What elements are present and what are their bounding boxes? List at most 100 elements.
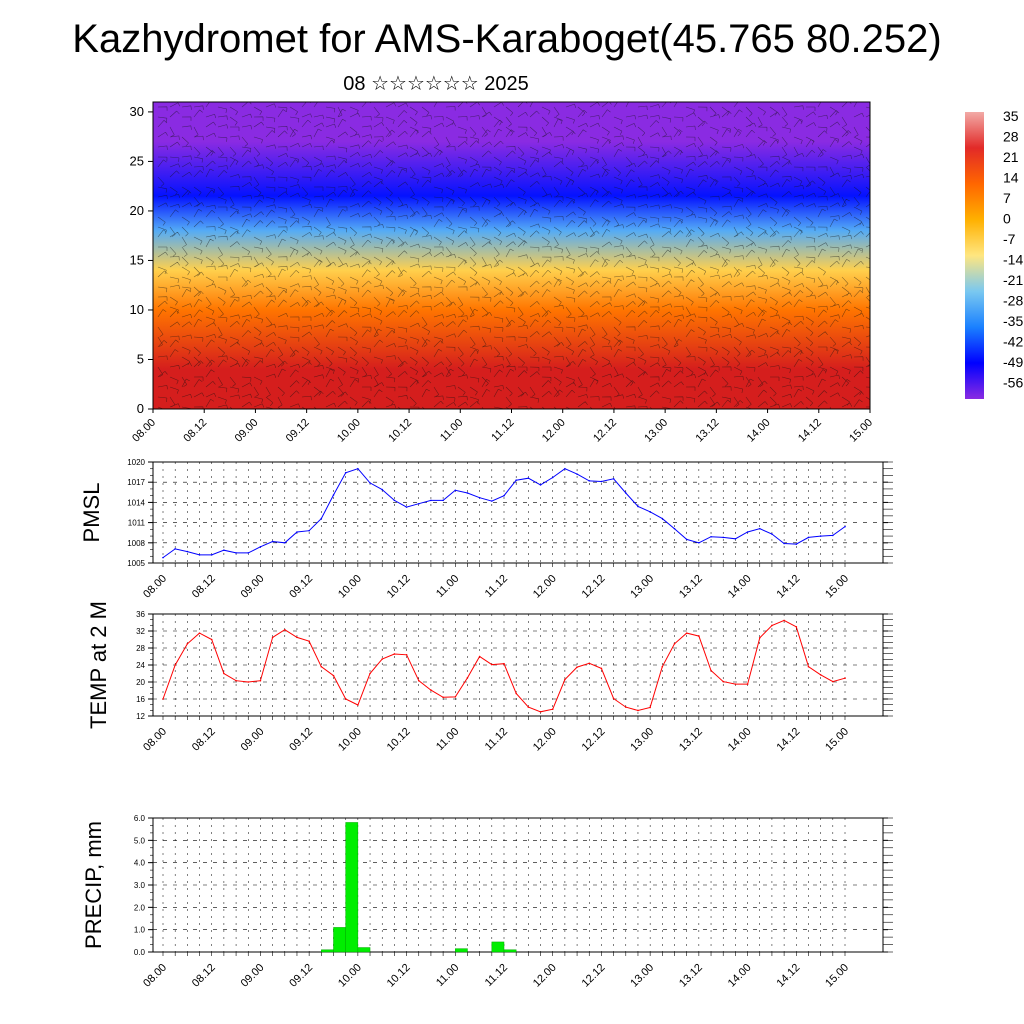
y-tick-label: 12 [136, 712, 145, 721]
x-tick-label: 15.00 [823, 962, 851, 990]
x-tick-label: 10.00 [335, 417, 363, 445]
data-point [223, 549, 225, 552]
x-tick-label: 11.00 [434, 726, 461, 753]
y-tick-label: 32 [136, 627, 145, 636]
data-point [283, 628, 286, 631]
x-tick-label: 14.00 [726, 962, 754, 990]
y-tick-label: 5 [137, 351, 144, 366]
y-tick-label: 1020 [127, 458, 145, 467]
x-tick-label: 09.12 [287, 726, 315, 754]
x-tick-label: 09.12 [287, 962, 315, 990]
data-point [442, 696, 444, 699]
data-point [734, 537, 737, 540]
data-point [210, 554, 213, 556]
data-point [649, 511, 651, 513]
x-tick-label: 11.00 [434, 962, 461, 989]
heatmap-fill [153, 102, 870, 409]
data-point [369, 482, 371, 484]
y-tick-label: 24 [136, 661, 145, 670]
colorbar-label: -7 [1003, 231, 1016, 247]
data-point [308, 529, 310, 532]
data-point [539, 484, 542, 486]
data-point [527, 706, 530, 708]
data-point [588, 480, 591, 482]
data-point [698, 542, 700, 544]
x-tick-label: 12.12 [580, 573, 608, 601]
data-point [600, 480, 603, 483]
data-point [819, 673, 822, 676]
x-tick-label: 08.12 [190, 962, 218, 990]
data-point [357, 704, 359, 706]
data-point [198, 632, 201, 634]
x-tick-label: 12.12 [591, 417, 619, 445]
data-point [247, 681, 250, 683]
data-point [162, 556, 164, 559]
data-point [795, 625, 798, 628]
precip-bar [455, 948, 468, 953]
y-tick-label: 28 [136, 644, 145, 653]
data-point [771, 624, 773, 627]
x-tick-label: 12.00 [540, 417, 568, 445]
data-point [637, 505, 639, 508]
data-point [758, 527, 761, 530]
data-point [734, 683, 737, 685]
colorbar-label: -56 [1003, 375, 1023, 391]
data-point [746, 683, 749, 685]
data-point [405, 506, 408, 508]
x-tick-label: 09.00 [239, 726, 267, 754]
wind-barbs [157, 102, 870, 409]
colorbar-label: 28 [1003, 129, 1019, 145]
data-point [698, 635, 700, 637]
data-point [308, 640, 310, 642]
precip-bar [345, 822, 359, 953]
data-point [503, 662, 505, 665]
y-tick-label: 5.0 [134, 836, 146, 845]
data-point [381, 658, 384, 660]
data-point [223, 672, 225, 675]
y-tick-label: 2.0 [134, 903, 146, 912]
x-tick-label: 10.00 [336, 573, 364, 601]
y-tick-label: 20 [136, 678, 145, 687]
data-point [259, 546, 262, 548]
y-tick-label: 0 [137, 401, 144, 416]
x-tick-label: 14.12 [774, 962, 802, 990]
x-tick-label: 09.00 [239, 962, 267, 990]
data-point [210, 638, 213, 641]
data-point [624, 706, 627, 708]
panel-frame [152, 461, 884, 564]
colorbar-label: -35 [1003, 313, 1023, 329]
data-point [478, 655, 481, 658]
x-tick-label: 12.00 [531, 726, 559, 754]
data-point [576, 473, 578, 475]
x-tick-label: 10.00 [336, 962, 364, 990]
data-point [722, 536, 725, 539]
x-tick-label: 10.12 [385, 573, 413, 601]
data-point [478, 496, 481, 499]
data-point [807, 665, 810, 668]
data-point [807, 536, 810, 539]
x-tick-label: 14.00 [726, 726, 754, 754]
y-axis-title: PMSL [79, 483, 104, 543]
data-point [783, 542, 785, 545]
data-point [417, 502, 420, 505]
data-point [819, 535, 822, 537]
data-point [320, 665, 323, 668]
data-point [235, 679, 237, 682]
x-tick-label: 11.00 [434, 573, 461, 600]
data-point [515, 692, 517, 695]
data-point [503, 494, 505, 497]
x-tick-label: 15.00 [823, 726, 851, 754]
data-point [381, 488, 384, 491]
data-point [186, 642, 189, 645]
colorbar-label: -49 [1003, 354, 1023, 370]
y-tick-label: 1014 [127, 498, 145, 507]
data-point [174, 548, 176, 550]
y-tick-label: 6.0 [134, 814, 146, 823]
data-point [162, 698, 164, 700]
data-point [539, 710, 542, 713]
data-point [454, 696, 457, 698]
x-tick-label: 11.12 [483, 573, 510, 600]
data-point [405, 654, 408, 656]
data-point [673, 527, 676, 530]
